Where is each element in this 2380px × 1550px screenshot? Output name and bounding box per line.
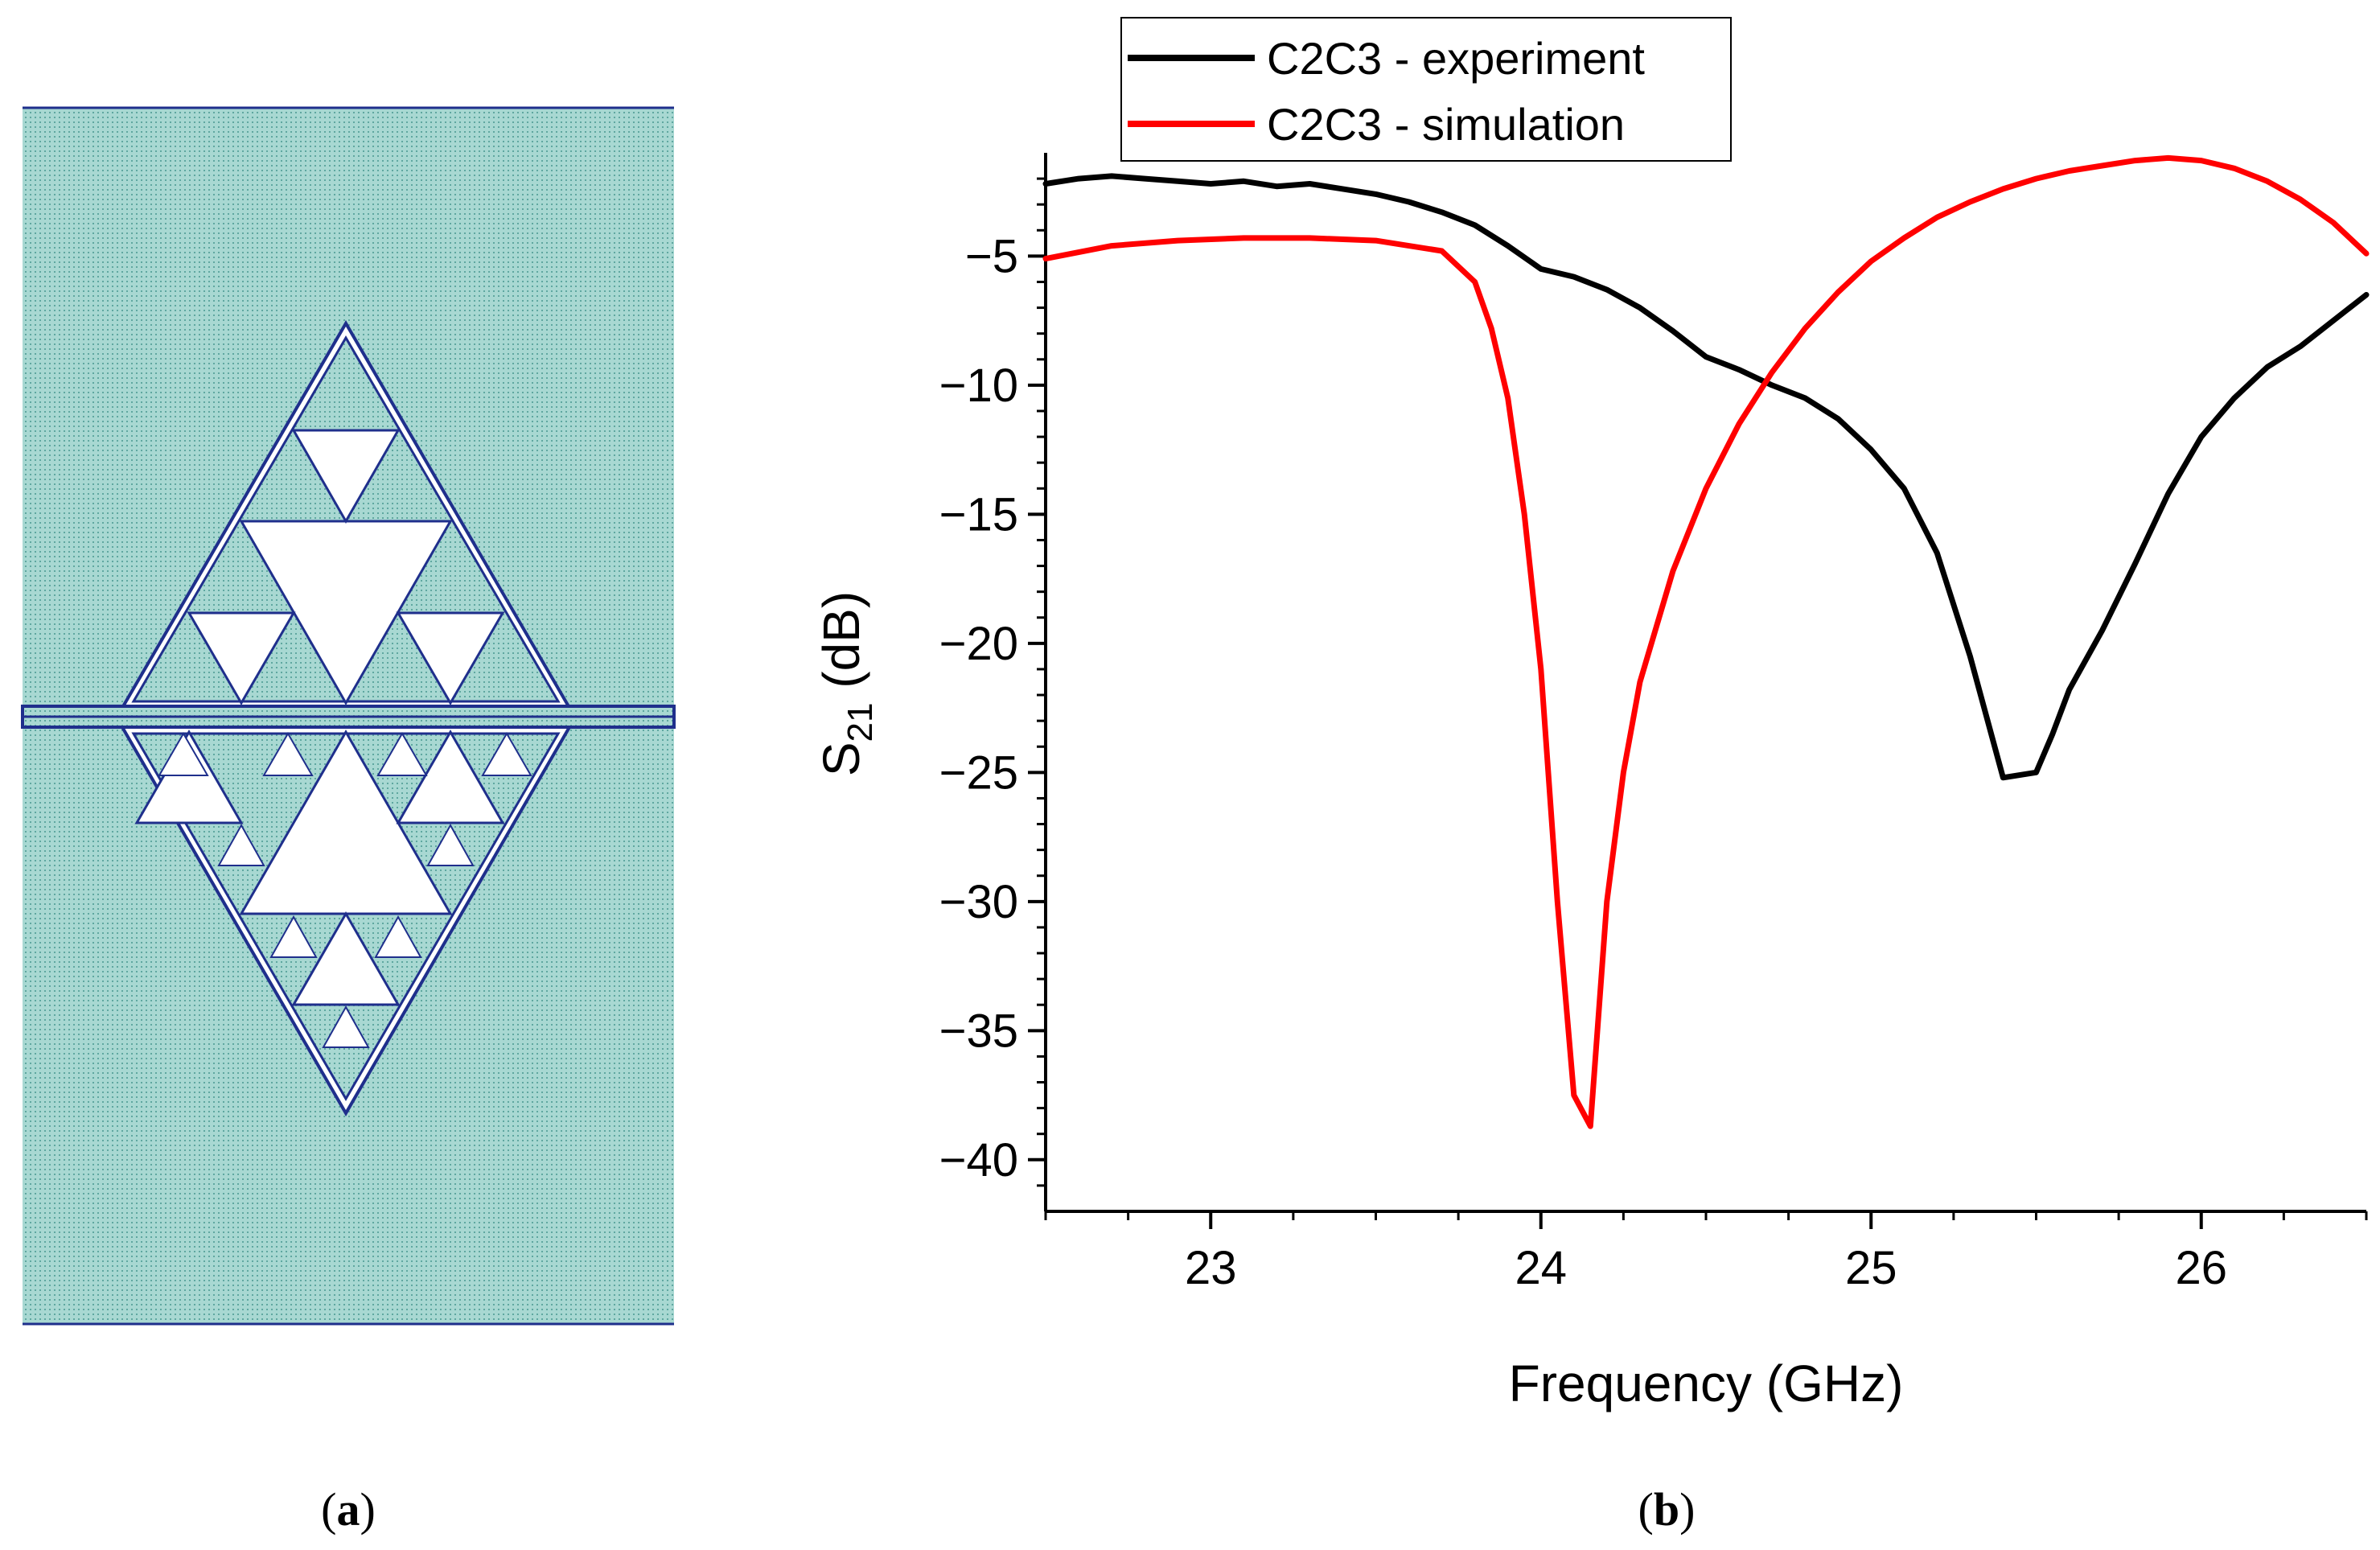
series-line-simulation: [1042, 154, 2370, 1129]
y-tick-label: −5: [965, 230, 1018, 282]
y-tick-label: −15: [939, 488, 1018, 541]
lower-small-cutout: [374, 915, 422, 958]
upper-left-cutout: [187, 611, 296, 705]
s21-chart: −5 −10 −15 −20 −25 −30 −35 −40 23 24 25 26 Frequen…: [812, 17, 2370, 1412]
lower-small-cutout: [322, 1005, 370, 1048]
x-tick-label: 25: [1845, 1242, 1897, 1294]
y-tick-label: −35: [939, 1005, 1018, 1057]
x-axis-title: Frequency (GHz): [1509, 1355, 1904, 1412]
fractal-resonator-layout: [21, 106, 676, 1326]
lower-left-cutout: [134, 729, 244, 824]
y-tick-label: −25: [939, 746, 1018, 799]
y-tick-label: −30: [939, 876, 1018, 928]
series-line-experiment: [1042, 173, 2370, 781]
y-tick-label: −10: [939, 360, 1018, 412]
y-ticks: −5 −10 −15 −20 −25 −30 −35 −40: [939, 177, 1046, 1187]
x-tick-label: 23: [1185, 1242, 1237, 1294]
legend: C2C3 - experiment C2C3 - simulation: [1120, 17, 1732, 162]
lower-small-cutout: [262, 731, 314, 776]
upper-top-cutout: [291, 429, 401, 524]
legend-label-experiment: C2C3 - experiment: [1267, 33, 1645, 84]
x-tick-label: 26: [2175, 1242, 2227, 1294]
series-layer: [1042, 154, 2370, 1129]
lower-small-cutout: [158, 731, 209, 776]
lower-small-cutout: [217, 823, 265, 866]
lower-mid-cutout: [291, 911, 401, 1006]
lower-right-cutout: [396, 729, 505, 824]
x-ticks: 23 24 25 26: [1044, 1211, 2368, 1294]
y-tick-label: −40: [939, 1134, 1018, 1186]
panel-b-label: (b): [1638, 1483, 1696, 1536]
lower-small-cutout: [481, 731, 532, 776]
y-axis-title: S21 (dB): [812, 591, 880, 776]
lower-small-cutout: [426, 823, 475, 866]
x-tick-label: 24: [1515, 1242, 1567, 1294]
lower-small-cutout: [269, 915, 318, 958]
legend-label-simulation: C2C3 - simulation: [1267, 99, 1625, 150]
legend-box: [1120, 17, 1732, 162]
panel-a-label: (a): [321, 1483, 376, 1536]
y-tick-label: −20: [939, 618, 1018, 670]
upper-right-cutout: [396, 611, 505, 705]
lower-small-cutout: [376, 731, 428, 776]
